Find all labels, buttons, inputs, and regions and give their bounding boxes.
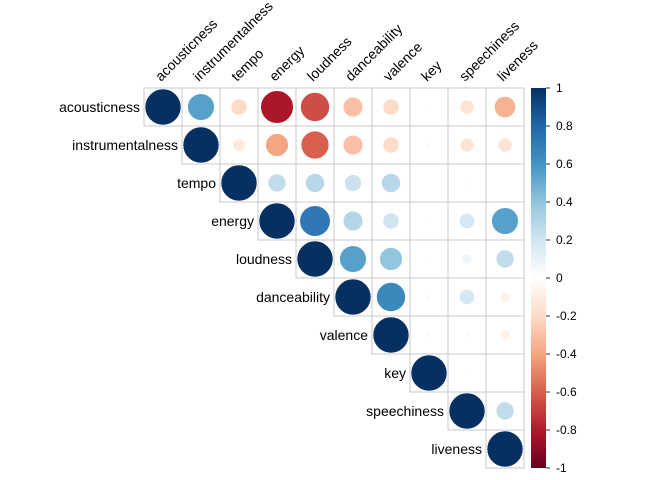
- corr-circle-tempo-energy: [267, 173, 287, 193]
- corr-circle-acousticness-acousticness: [144, 88, 182, 126]
- corr-circle-valence-liveness: [499, 329, 511, 341]
- corr-circle-loudness-key: [426, 256, 432, 262]
- corr-circle-tempo-valence: [381, 173, 401, 193]
- corr-circle-acousticness-tempo: [230, 98, 248, 116]
- legend-tick-label: -0.2: [556, 309, 577, 323]
- corr-circle-acousticness-key: [426, 104, 432, 110]
- corr-circle-instrumentalness-liveness: [497, 137, 513, 153]
- corr-circle-loudness-valence: [379, 247, 403, 271]
- grid-cell-tempo-key: [409, 163, 449, 203]
- corr-circle-acousticness-liveness: [494, 96, 516, 118]
- row-label-loudness: loudness: [236, 251, 292, 267]
- corr-circle-valence-key: [425, 331, 433, 339]
- corr-circle-energy-key: [426, 218, 432, 224]
- corr-circle-instrumentalness-speechiness: [459, 137, 475, 153]
- corr-circle-loudness-loudness: [296, 240, 334, 278]
- row-label-danceability: danceability: [256, 289, 330, 305]
- corr-circle-acousticness-energy: [260, 90, 294, 124]
- corr-circle-instrumentalness-energy: [265, 133, 289, 157]
- grid-cell-tempo-liveness: [485, 163, 525, 203]
- legend-tick-label: 1: [556, 81, 563, 95]
- legend-color-bar: [531, 88, 546, 468]
- corr-circle-energy-valence: [382, 212, 400, 230]
- corr-circle-speechiness-liveness: [495, 401, 515, 421]
- corr-circle-tempo-speechiness: [464, 180, 470, 186]
- corr-circle-instrumentalness-valence: [382, 136, 400, 154]
- corr-circle-acousticness-instrumentalness: [187, 93, 215, 121]
- corr-circle-tempo-danceability: [344, 174, 362, 192]
- legend-tick-label: -0.4: [556, 347, 577, 361]
- column-label-key: key: [418, 57, 445, 84]
- corr-circle-liveness-liveness: [486, 430, 524, 468]
- grid-cell-liveness-liveness: [485, 429, 525, 469]
- row-label-speechiness: speechiness: [366, 403, 444, 419]
- grid-lines: [143, 87, 525, 469]
- corr-circle-danceability-speechiness: [459, 289, 475, 305]
- corr-circle-energy-energy: [258, 202, 296, 240]
- corr-circle-speechiness-speechiness: [448, 392, 486, 430]
- color-legend: 1 0.8 0.6 0.4 0.2 0 -0.2 -0.4 -0.6 -0.8 -1: [531, 81, 577, 475]
- legend-tick-label: -0.6: [556, 385, 577, 399]
- corr-circle-energy-liveness: [491, 207, 519, 235]
- corr-circle-danceability-key: [425, 293, 433, 301]
- row-labels: acousticness instrumentalness tempo energy l…: [59, 99, 482, 457]
- grid-cell-key-liveness: [485, 353, 525, 393]
- corr-circle-danceability-liveness: [499, 291, 511, 303]
- corr-circle-instrumentalness-loudness: [300, 130, 330, 160]
- corr-circle-instrumentalness-key: [425, 141, 433, 149]
- corr-circle-acousticness-speechiness: [459, 99, 475, 115]
- corr-circle-acousticness-loudness: [300, 92, 330, 122]
- corr-circle-energy-loudness: [299, 205, 331, 237]
- corr-circle-danceability-valence: [376, 282, 406, 312]
- corr-circle-key-key: [410, 354, 448, 392]
- legend-tick-label: 0.2: [556, 233, 573, 247]
- corr-circle-energy-speechiness: [459, 213, 475, 229]
- corr-circle-acousticness-valence: [382, 98, 400, 116]
- column-label-energy: energy: [266, 43, 308, 85]
- legend-tick-label: -0.8: [556, 423, 577, 437]
- corr-circle-loudness-speechiness: [461, 253, 473, 265]
- corr-circle-valence-speechiness: [463, 331, 471, 339]
- corr-circle-valence-valence: [372, 316, 410, 354]
- row-label-acousticness: acousticness: [59, 99, 140, 115]
- legend-tick-label: 0.8: [556, 119, 573, 133]
- corr-circle-key-speechiness: [464, 370, 470, 376]
- row-label-valence: valence: [320, 327, 368, 343]
- legend-tick-label: 0: [556, 271, 563, 285]
- corr-circle-energy-danceability: [342, 210, 364, 232]
- legend-tick-label: -1: [556, 461, 567, 475]
- corr-circle-loudness-danceability: [339, 245, 367, 273]
- corr-circle-loudness-liveness: [495, 249, 515, 269]
- row-label-energy: energy: [211, 213, 254, 229]
- row-label-liveness: liveness: [431, 441, 482, 457]
- corr-circle-instrumentalness-danceability: [342, 134, 364, 156]
- legend-tick-label: 0.6: [556, 157, 573, 171]
- corr-circle-tempo-loudness: [305, 173, 325, 193]
- corr-circle-acousticness-danceability: [342, 96, 364, 118]
- corr-circle-instrumentalness-tempo: [232, 138, 246, 152]
- correlation-circles: [144, 88, 524, 468]
- row-label-key: key: [384, 365, 406, 381]
- corr-circle-danceability-danceability: [334, 278, 372, 316]
- legend-tick-label: 0.4: [556, 195, 573, 209]
- corr-circle-instrumentalness-instrumentalness: [182, 126, 220, 164]
- corr-circle-tempo-tempo: [220, 164, 258, 202]
- row-label-tempo: tempo: [177, 175, 216, 191]
- row-label-instrumentalness: instrumentalness: [72, 137, 178, 153]
